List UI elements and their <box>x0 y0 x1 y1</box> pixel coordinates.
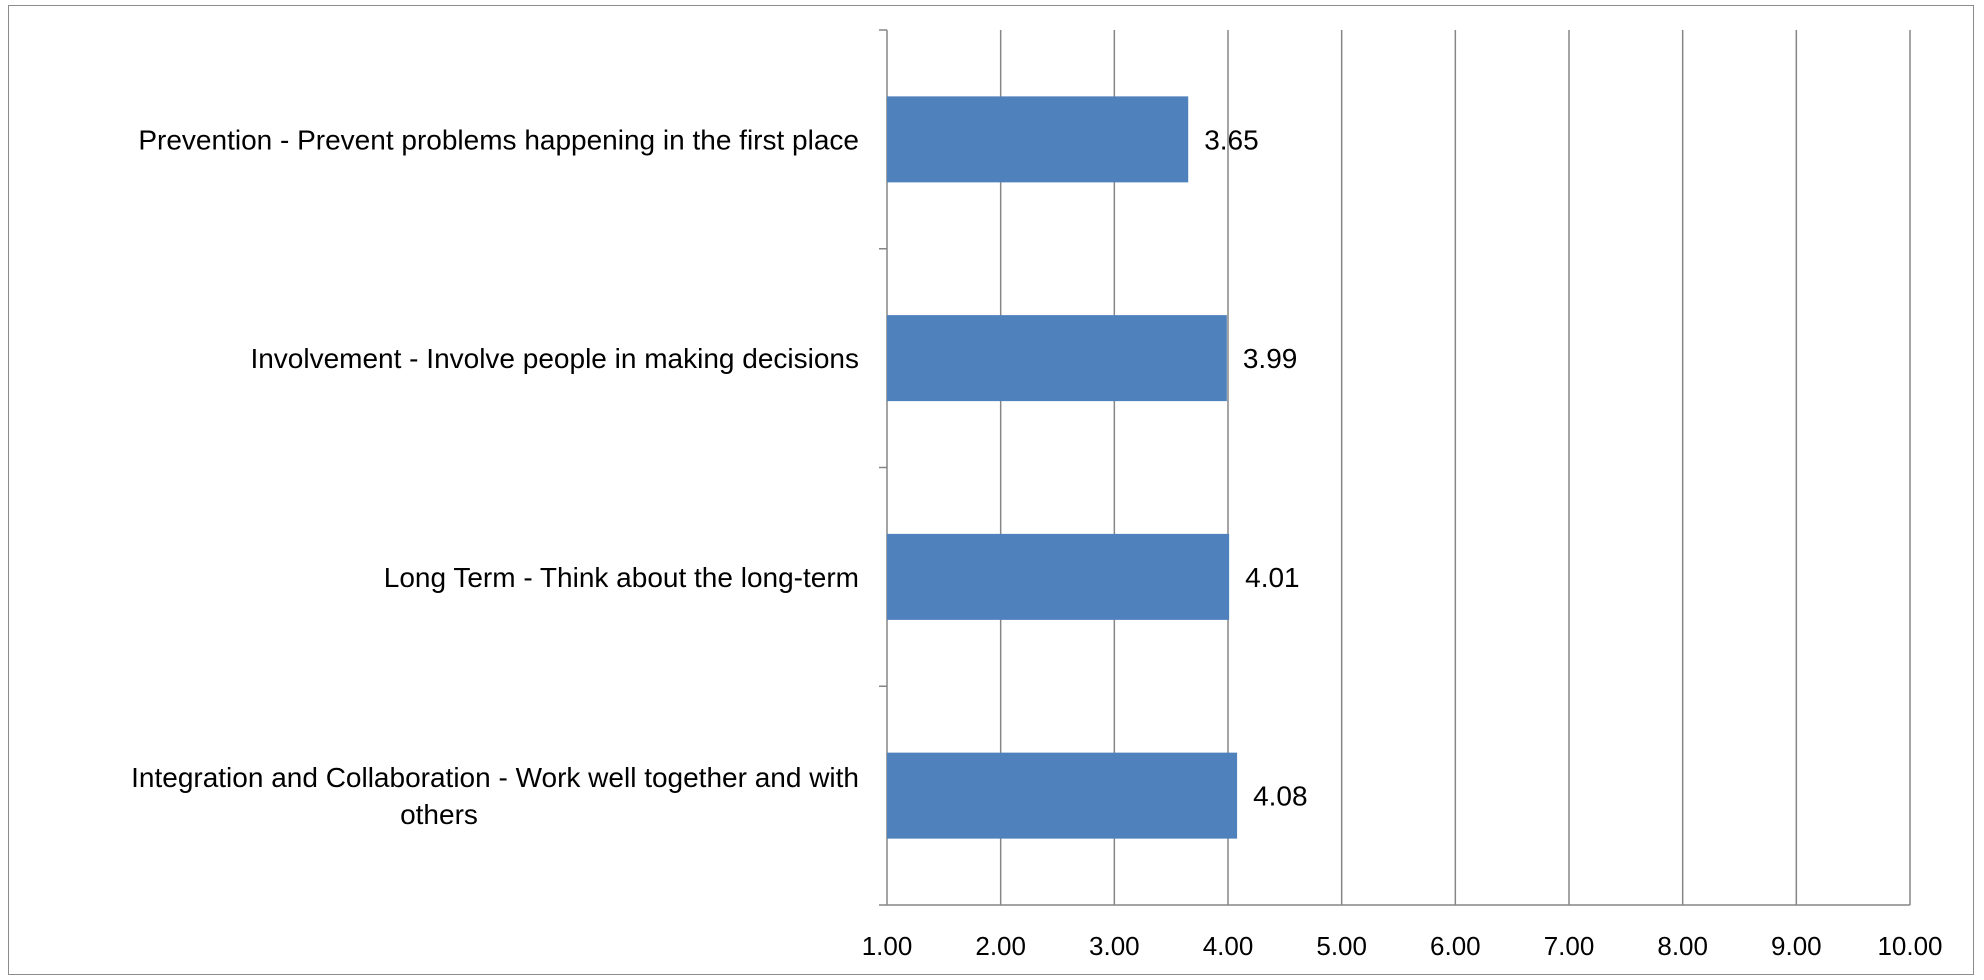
category-label: Involvement - Involve people in making d… <box>250 343 859 374</box>
bar <box>887 96 1189 183</box>
bar-value-label: 4.08 <box>1253 781 1308 812</box>
bar-value-label: 3.99 <box>1243 343 1298 374</box>
category-label: Prevention - Prevent problems happening … <box>138 124 859 155</box>
bar <box>887 533 1230 620</box>
category-label: Long Term - Think about the long-term <box>384 562 859 593</box>
x-tick-label: 9.00 <box>1771 931 1822 961</box>
x-tick-label: 3.00 <box>1089 931 1140 961</box>
bar <box>887 315 1227 402</box>
bar-value-label: 3.65 <box>1204 124 1259 155</box>
x-tick-label: 8.00 <box>1657 931 1708 961</box>
x-tick-label: 2.00 <box>975 931 1026 961</box>
x-tick-label: 6.00 <box>1430 931 1481 961</box>
x-tick-label: 4.00 <box>1203 931 1254 961</box>
x-tick-label: 5.00 <box>1316 931 1367 961</box>
bar <box>887 752 1238 839</box>
bar-value-label: 4.01 <box>1245 562 1300 593</box>
category-label: others <box>400 799 478 830</box>
x-tick-label: 10.00 <box>1877 931 1942 961</box>
category-label: Integration and Collaboration - Work wel… <box>131 762 859 793</box>
x-tick-label: 1.00 <box>862 931 913 961</box>
x-tick-label: 7.00 <box>1544 931 1595 961</box>
